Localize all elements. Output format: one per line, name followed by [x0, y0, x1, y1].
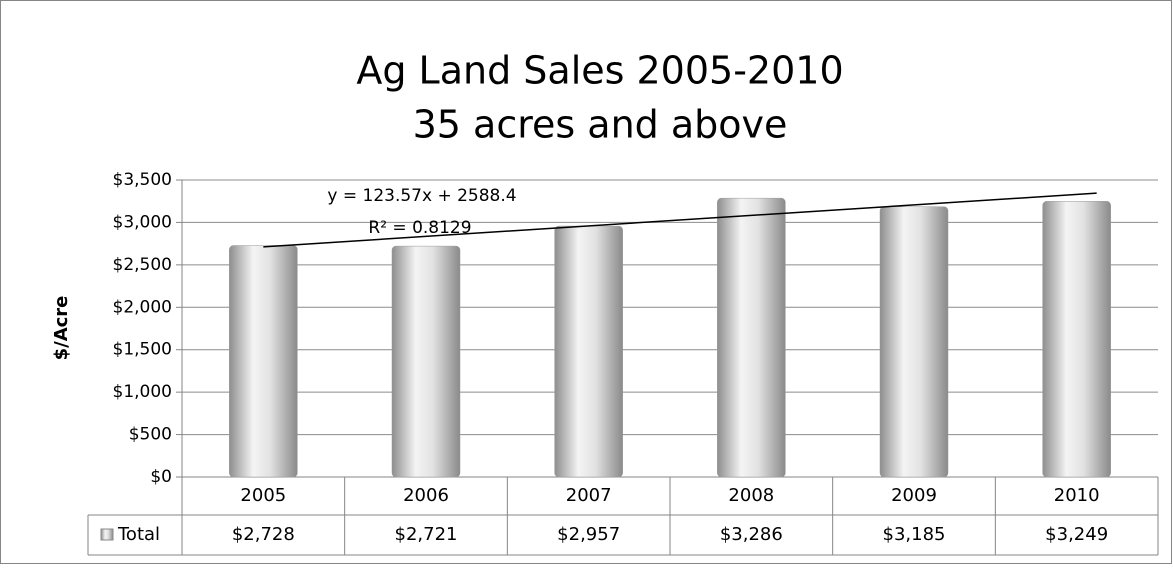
bar	[879, 206, 949, 478]
trendline	[263, 192, 1097, 248]
y-tick-label: $3,000	[113, 212, 172, 232]
x-tick-label: 2010	[1054, 485, 1100, 506]
chart-title: Ag Land Sales 2005-2010	[356, 49, 843, 93]
y-tick-label: $500	[129, 425, 172, 445]
y-tick-label: $3,500	[113, 170, 172, 190]
bar	[391, 245, 461, 478]
chart-subtitle: 35 acres and above	[413, 103, 788, 147]
y-tick-label: $2,000	[113, 297, 172, 317]
trendline-r2: R² = 0.8129	[368, 218, 471, 238]
bar	[554, 225, 623, 478]
y-tick-label: $0	[150, 467, 172, 487]
x-tick-label: 2006	[403, 485, 449, 506]
value-label: $3,249	[1045, 524, 1108, 545]
value-label: $2,957	[557, 524, 620, 545]
legend-key	[100, 528, 114, 541]
x-tick-label: 2007	[566, 485, 612, 506]
value-label: $3,286	[720, 524, 783, 545]
bar	[229, 245, 298, 478]
y-axis-label: $/Acre	[51, 296, 72, 361]
x-tick-label: 2009	[891, 485, 937, 506]
value-label: $3,185	[883, 524, 946, 545]
y-tick-label: $2,500	[113, 255, 172, 275]
trendline-equation: y = 123.57x + 2588.4	[327, 186, 516, 206]
bar	[1042, 201, 1111, 478]
x-tick-label: 2005	[240, 485, 286, 506]
bar	[717, 197, 786, 478]
value-label: $2,728	[232, 524, 295, 545]
y-tick-label: $1,500	[113, 340, 172, 360]
legend-label: Total	[117, 524, 160, 545]
value-label: $2,721	[395, 524, 458, 545]
x-tick-label: 2008	[728, 485, 774, 506]
y-tick-label: $1,000	[113, 382, 172, 402]
